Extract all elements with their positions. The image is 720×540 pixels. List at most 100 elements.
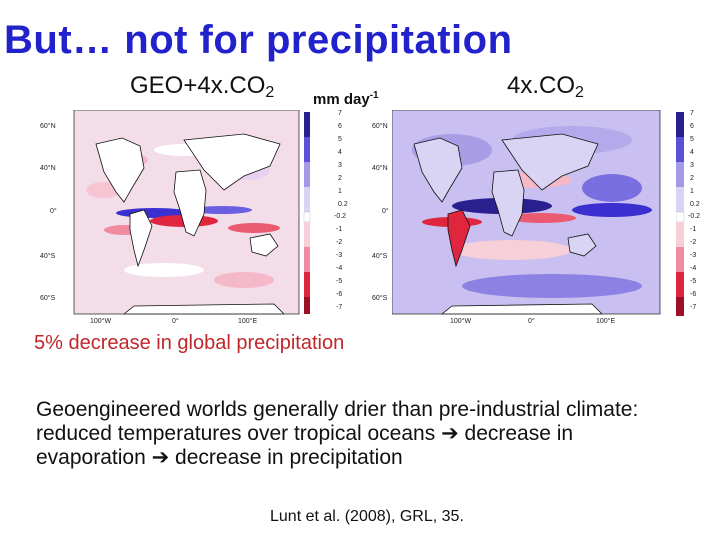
colorbar-segment — [304, 222, 310, 247]
left-colorbar-label: -1 — [336, 226, 343, 233]
colorbar-segment — [676, 187, 684, 212]
right-lat-tick: 40°N — [372, 165, 388, 172]
left-patch — [124, 263, 204, 277]
africa-outline — [173, 169, 207, 237]
left-panel-label-text: GEO+4x.CO — [130, 72, 266, 99]
right-colorbar — [675, 112, 686, 316]
left-wet-band — [192, 206, 252, 214]
south-america-outline — [129, 209, 153, 268]
colorbar-segment — [304, 272, 310, 297]
right-colorbar-label: -6 — [690, 291, 697, 298]
units-text: mm day — [313, 91, 370, 108]
right-dry-band — [508, 213, 576, 223]
left-colorbar-label: 1 — [338, 188, 342, 195]
colorbar-segment — [304, 247, 310, 272]
south-america-outline — [447, 209, 471, 268]
right-colorbar-label: 2 — [690, 175, 694, 182]
right-lat-tick: 60°S — [372, 295, 388, 302]
left-colorbar-label: 6 — [338, 123, 342, 130]
right-lat-tick: 0° — [382, 208, 389, 215]
left-lat-tick: 40°S — [40, 253, 56, 260]
left-lat-tick: 60°N — [40, 123, 56, 130]
eurasia-outline — [183, 133, 281, 191]
right-panel-label-text: 4x.CO — [507, 72, 576, 99]
right-arrow-icon: ➔ — [441, 422, 459, 445]
right-colorbar-label: 1 — [690, 188, 694, 195]
right-colorbar-label: 7 — [690, 110, 694, 117]
right-precip-map — [392, 110, 664, 326]
colorbar-segment — [304, 137, 310, 162]
body-line-part: evaporation — [36, 446, 146, 469]
right-lon-tick: 100°E — [596, 318, 616, 325]
body-text: Geoengineered worlds generally drier tha… — [36, 398, 716, 470]
left-colorbar-label: 4 — [338, 149, 342, 156]
left-panel-label-sub: 2 — [265, 84, 275, 101]
right-patch — [582, 174, 642, 202]
right-colorbar-label: 0.2 — [690, 201, 700, 208]
north-america-outline — [95, 137, 145, 203]
right-patch — [462, 274, 642, 298]
right-colorbar-label: 3 — [690, 162, 694, 169]
australia-outline — [567, 233, 597, 257]
antarctica-outline — [440, 303, 603, 315]
body-line: Geoengineered worlds generally drier tha… — [36, 398, 639, 421]
left-lat-tick: 40°N — [40, 165, 56, 172]
colorbar-segment — [304, 112, 310, 137]
slide-title: But… not for precipitation — [4, 18, 513, 62]
left-colorbar-label: -3 — [336, 252, 343, 259]
colorbar-segment — [676, 247, 684, 272]
north-america-outline — [413, 137, 463, 203]
left-colorbar-label: -7 — [336, 304, 343, 311]
left-colorbar-label: 0.2 — [338, 201, 348, 208]
right-colorbar-label: -7 — [690, 304, 697, 311]
eurasia-outline — [501, 133, 599, 191]
left-colorbar — [303, 112, 311, 314]
body-line-part: decrease in precipitation — [175, 446, 403, 469]
left-colorbar-label: 7 — [338, 110, 342, 117]
units-sup: -1 — [369, 90, 379, 101]
body-line-part: reduced temperatures over tropical ocean… — [36, 422, 436, 445]
colorbar-segment — [304, 187, 310, 212]
left-lat-tick: 60°S — [40, 295, 56, 302]
colorbar-segment — [675, 211, 685, 223]
left-lon-tick: 100°E — [238, 318, 258, 325]
left-colorbar-label: 2 — [338, 175, 342, 182]
citation: Lunt et al. (2008), GRL, 35. — [270, 508, 464, 525]
colorbar-segment — [304, 297, 310, 314]
body-line: evaporation ➔ decrease in precipitation — [36, 446, 716, 470]
left-colorbar-label: -2 — [336, 239, 343, 246]
colorbar-segment — [676, 222, 684, 247]
left-lon-tick: 100°W — [90, 318, 112, 325]
body-line-part: decrease in — [464, 422, 574, 445]
colorbar-segment — [303, 211, 311, 223]
colorbar-segment — [676, 162, 684, 187]
right-colorbar-label: 6 — [690, 123, 694, 130]
left-colorbar-label: -6 — [336, 291, 343, 298]
colorbar-segment — [676, 297, 684, 316]
left-colorbar-label: 3 — [338, 162, 342, 169]
left-precip-map — [44, 110, 314, 326]
left-map-frame — [73, 110, 300, 315]
left-lon-tick: 0° — [172, 318, 179, 325]
units-label: mm day-1 — [313, 90, 379, 108]
right-colorbar-label: 4 — [690, 149, 694, 156]
right-colorbar-label: -1 — [690, 226, 697, 233]
right-colorbar-label: -2 — [690, 239, 697, 246]
right-colorbar-label: 5 — [690, 136, 694, 143]
right-colorbar-label: -5 — [690, 278, 697, 285]
right-colorbar-svg — [675, 112, 685, 316]
right-lon-tick: 100°W — [450, 318, 472, 325]
right-wet-band — [572, 203, 652, 217]
australia-outline — [249, 233, 279, 257]
right-colorbar-label: -3 — [690, 252, 697, 259]
left-colorbar-label: 5 — [338, 136, 342, 143]
colorbar-segment — [676, 112, 684, 137]
right-map-frame — [392, 110, 661, 315]
right-lat-tick: 60°N — [372, 123, 388, 130]
left-panel-label: GEO+4x.CO2 — [130, 72, 274, 102]
right-map-svg — [392, 110, 664, 326]
right-panel-label: 4x.CO2 — [507, 72, 584, 102]
africa-outline — [491, 169, 525, 237]
colorbar-segment — [676, 272, 684, 297]
left-map-svg — [44, 110, 314, 326]
